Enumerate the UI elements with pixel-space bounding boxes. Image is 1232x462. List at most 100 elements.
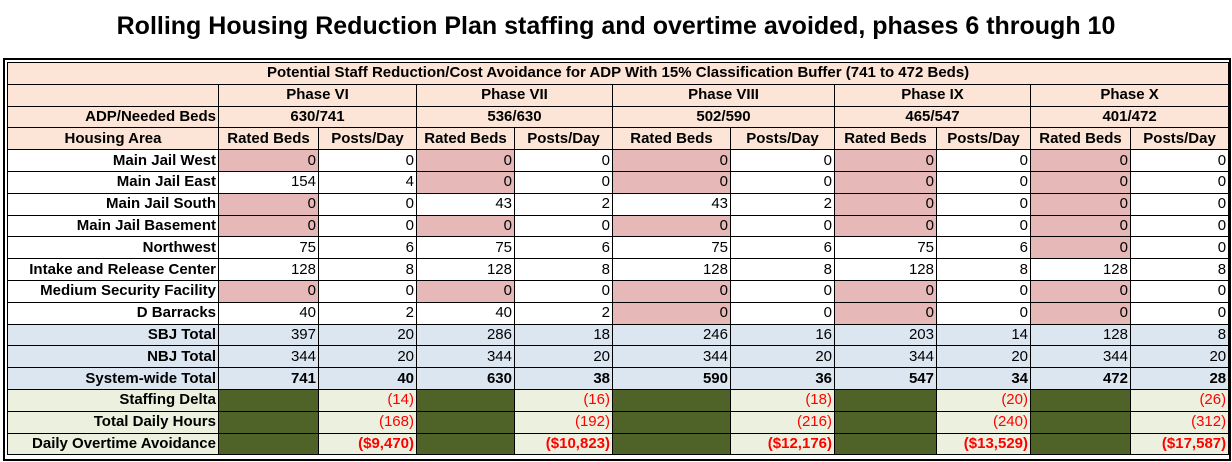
filler-cell — [218, 410, 319, 434]
rated-beds-cell: 154 — [218, 170, 319, 194]
posts-per-day-cell: 0 — [936, 301, 1031, 325]
delta-value: (14) — [318, 388, 417, 412]
rated-beds-cell: 128 — [1030, 258, 1131, 281]
rated-beds-total: 547 — [834, 367, 937, 390]
posts-per-day-total: 20 — [936, 345, 1031, 369]
rated-beds-total: 344 — [834, 345, 937, 369]
rated-beds-total: 397 — [218, 323, 319, 347]
posts-per-day-total: 40 — [318, 367, 417, 390]
rated-beds-cell: 0 — [834, 149, 937, 172]
rated-beds-cell: 128 — [416, 258, 515, 281]
rated-beds-header: Rated Beds — [612, 127, 731, 151]
adp-value: 465/547 — [834, 105, 1031, 129]
posts-per-day-cell: 0 — [936, 279, 1031, 303]
posts-per-day-cell: 0 — [514, 279, 613, 303]
total-label: System-wide Total — [7, 367, 219, 390]
posts-per-day-cell: 0 — [318, 192, 417, 216]
rated-beds-cell: 0 — [612, 149, 731, 172]
phase-header: Phase X — [1029, 83, 1230, 107]
posts-per-day-cell: 4 — [318, 170, 417, 194]
filler-cell — [416, 388, 515, 412]
rated-beds-total: 344 — [218, 345, 319, 369]
filler-cell — [1030, 410, 1131, 434]
posts-per-day-cell: 0 — [730, 170, 835, 194]
posts-per-day-cell: 2 — [730, 192, 835, 216]
posts-per-day-cell: 0 — [730, 214, 835, 238]
rated-beds-cell: 75 — [834, 236, 937, 260]
posts-per-day-total: 8 — [1129, 323, 1230, 347]
posts-per-day-total: 20 — [318, 323, 417, 347]
rated-beds-total: 472 — [1030, 367, 1131, 390]
filler-cell — [612, 388, 731, 412]
posts-per-day-cell: 8 — [1129, 258, 1230, 281]
posts-per-day-total: 38 — [514, 367, 613, 390]
adp-value: 401/472 — [1029, 105, 1230, 129]
delta-value: (26) — [1129, 388, 1230, 412]
delta-label: Staffing Delta — [7, 388, 219, 412]
rated-beds-cell: 75 — [416, 236, 515, 260]
delta-value: ($10,823) — [514, 432, 613, 456]
posts-per-day-total: 20 — [730, 345, 835, 369]
posts-per-day-total: 18 — [514, 323, 613, 347]
filler-cell — [834, 388, 937, 412]
rated-beds-cell: 0 — [1030, 301, 1131, 325]
total-row: SBJ Total 397 20 286 18 246 16 203 14 128 8 — [7, 323, 1230, 347]
total-row: NBJ Total 344 20 344 20 344 20 344 20 344 20 — [7, 345, 1230, 369]
posts-per-day-header: Posts/Day — [730, 127, 835, 151]
rated-beds-total: 344 — [612, 345, 731, 369]
phase-header: Phase VI — [218, 83, 417, 107]
posts-per-day-cell: 8 — [730, 258, 835, 281]
table-row: Intake and Release Center 128 8 128 8 128 8 128… — [7, 258, 1230, 281]
rated-beds-header: Rated Beds — [416, 127, 515, 151]
posts-per-day-total: 16 — [730, 323, 835, 347]
delta-value: ($12,176) — [730, 432, 835, 456]
posts-per-day-cell: 0 — [318, 149, 417, 172]
posts-per-day-total: 20 — [1129, 345, 1230, 369]
table-frame — [3, 58, 1231, 461]
phase-header: Phase IX — [834, 83, 1031, 107]
posts-per-day-cell: 0 — [936, 149, 1031, 172]
posts-per-day-cell: 6 — [936, 236, 1031, 260]
table-row: Northwest 75 6 75 6 75 6 75 6 0 0 — [7, 236, 1230, 260]
adp-value: 502/590 — [612, 105, 835, 129]
table-caption: Potential Staff Reduction/Cost Avoidance… — [6, 62, 1230, 85]
rated-beds-cell: 0 — [416, 279, 515, 303]
posts-per-day-cell: 0 — [1129, 279, 1230, 303]
housing-area-label: Medium Security Facility — [7, 279, 219, 303]
delta-value: ($9,470) — [318, 432, 417, 456]
rated-beds-cell: 75 — [218, 236, 319, 260]
posts-per-day-cell: 0 — [514, 214, 613, 238]
rated-beds-cell: 0 — [612, 279, 731, 303]
housing-area-label: Main Jail South — [7, 192, 219, 216]
adp-label: ADP/Needed Beds — [7, 105, 219, 129]
rated-beds-cell: 128 — [834, 258, 937, 281]
delta-value: (16) — [514, 388, 613, 412]
filler-cell — [218, 388, 319, 412]
phase-header: Phase VIII — [612, 83, 835, 107]
posts-per-day-cell: 0 — [936, 214, 1031, 238]
rated-beds-cell: 0 — [416, 149, 515, 172]
posts-per-day-cell: 0 — [730, 279, 835, 303]
page-title: Rolling Housing Reduction Plan staffing … — [116, 12, 1116, 40]
rated-beds-cell: 0 — [1030, 149, 1131, 172]
posts-per-day-total: 28 — [1129, 367, 1230, 390]
housing-area-label: Main Jail Basement — [7, 214, 219, 238]
table-row: Main Jail Basement 0 0 0 0 0 0 0 0 0 0 — [7, 214, 1230, 238]
delta-row: Total Daily Hours (168) (192) (216) (240) (31… — [7, 410, 1230, 434]
rated-beds-cell: 0 — [834, 301, 937, 325]
rated-beds-cell: 0 — [834, 170, 937, 194]
filler-cell — [218, 432, 319, 456]
blank-cell — [7, 83, 219, 107]
phase-row: Phase VI Phase VII Phase VIII Phase IX Phase… — [7, 83, 1230, 107]
rated-beds-cell: 0 — [218, 149, 319, 172]
rated-beds-cell: 75 — [612, 236, 731, 260]
rated-beds-cell: 0 — [1030, 236, 1131, 260]
posts-per-day-total: 34 — [936, 367, 1031, 390]
housing-area-label: Northwest — [7, 236, 219, 260]
table-row: Main Jail East 154 4 0 0 0 0 0 0 0 0 — [7, 170, 1230, 194]
posts-per-day-cell: 2 — [318, 301, 417, 325]
rated-beds-cell: 0 — [218, 192, 319, 216]
table-row: Medium Security Facility 0 0 0 0 0 0 0 0 0 0 — [7, 279, 1230, 303]
rated-beds-cell: 128 — [612, 258, 731, 281]
rated-beds-cell: 0 — [1030, 214, 1131, 238]
